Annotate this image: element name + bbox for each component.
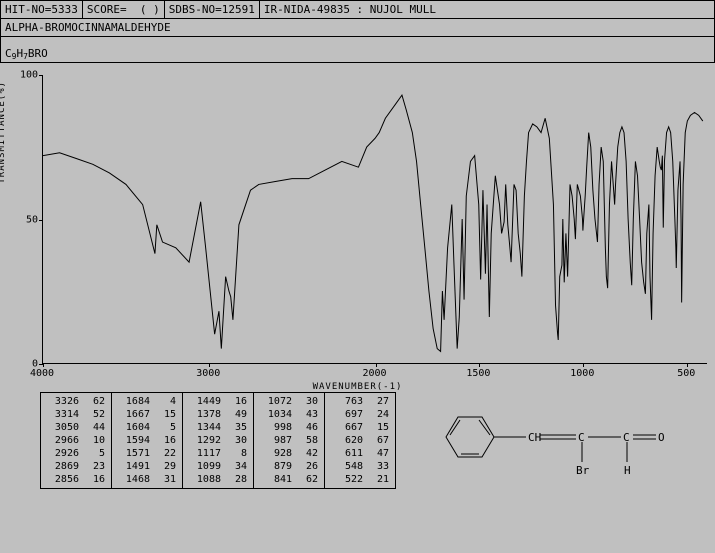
y-axis-ticks: 050100 [20,67,40,392]
peak-row: 29265 [47,447,105,460]
peak-row: 84162 [260,473,318,486]
ir-spectrum-chart: TRANSMITTANCE(%) 050100 4000300020001500… [0,67,715,392]
peak-row: 129230 [189,434,247,447]
structure-svg: CH C C O Br H [416,392,666,482]
peak-row: 103443 [260,408,318,421]
peak-table: 3326623314523050442966102926528692328561… [40,392,396,489]
header-row: HIT-NO=5333 SCORE= ( ) SDBS-NO=12591 IR-… [0,0,715,19]
molecular-structure: CH C C O Br H [416,392,695,482]
ir-label: IR-NIDA-49835 : NUJOL MULL [264,3,436,16]
peak-row: 92842 [260,447,318,460]
score-cell: SCORE= ( ) [83,1,165,18]
sdbs-label: SDBS-NO= [169,3,222,16]
peak-row: 66715 [331,421,389,434]
peak-row: 331452 [47,408,105,421]
peak-row: 149129 [118,460,176,473]
peak-column: 76327697246671562067611475483352221 [325,393,395,488]
compound-name-row: ALPHA-BROMOCINNAMALDEHYDE [0,19,715,37]
peak-row: 76327 [331,395,389,408]
peak-row: 166715 [118,408,176,421]
peak-row: 305044 [47,421,105,434]
peak-row: 137849 [189,408,247,421]
peak-row: 54833 [331,460,389,473]
peak-row: 157122 [118,447,176,460]
peak-row: 107230 [260,395,318,408]
peak-row: 99846 [260,421,318,434]
molecular-formula: C9H7BRO [5,47,48,60]
bottom-row: 3326623314523050442966102926528692328561… [0,392,715,489]
hit-no-label: HIT-NO= [5,3,51,16]
y-axis-label: TRANSMITTANCE(%) [0,80,7,183]
atom-c2: C [623,431,630,444]
spectrum-line [43,75,707,363]
score-value: ( ) [140,3,160,16]
peak-row: 16844 [118,395,176,408]
peak-row: 285616 [47,473,105,486]
compound-name: ALPHA-BROMOCINNAMALDEHYDE [5,21,171,34]
ir-label-cell: IR-NIDA-49835 : NUJOL MULL [260,1,714,18]
peak-row: 62067 [331,434,389,447]
peak-row: 87926 [260,460,318,473]
x-axis-label: WAVENUMBER(-1) [313,382,403,392]
atom-h: H [624,464,631,477]
formula-row: C9H7BRO [0,45,715,63]
spacer [0,37,715,45]
peak-row: 98758 [260,434,318,447]
sdbs-cell: SDBS-NO=12591 [165,1,260,18]
score-label: SCORE= [87,3,127,16]
peak-row: 61147 [331,447,389,460]
atom-c1: C [578,431,585,444]
sdbs-value: 12591 [222,3,255,16]
peak-row: 52221 [331,473,389,486]
hit-no-value: 5333 [51,3,78,16]
atom-o: O [658,431,665,444]
peak-row: 159416 [118,434,176,447]
peak-row: 286923 [47,460,105,473]
peak-row: 11178 [189,447,247,460]
peak-row: 144916 [189,395,247,408]
peak-row: 109934 [189,460,247,473]
peak-row: 332662 [47,395,105,408]
x-axis-ticks: 40003000200015001000500 [42,368,707,380]
peak-row: 134435 [189,421,247,434]
plot-area [42,75,707,364]
peak-row: 69724 [331,408,389,421]
peak-column: 1684416671516045159416157122149129146831 [112,393,183,488]
peak-column: 1072301034439984698758928428792684162 [254,393,325,488]
peak-column: 3326623314523050442966102926528692328561… [41,393,112,488]
atom-br: Br [576,464,590,477]
atom-ch: CH [528,431,541,444]
peak-row: 108828 [189,473,247,486]
peak-row: 146831 [118,473,176,486]
peak-column: 1449161378491344351292301117810993410882… [183,393,254,488]
peak-row: 16045 [118,421,176,434]
peak-row: 296610 [47,434,105,447]
hit-no-cell: HIT-NO=5333 [1,1,83,18]
